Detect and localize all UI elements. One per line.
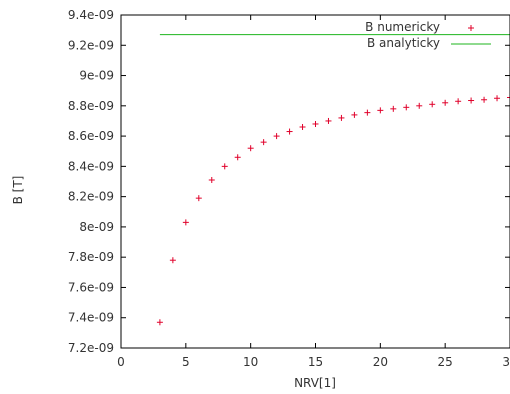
x-axis-label: NRV[1] [294,376,336,390]
x-tick-label: 25 [438,355,453,369]
data-point [208,176,215,183]
y-tick-label: 7.4e-09 [68,311,114,325]
x-tick-label: 30 [502,355,510,369]
data-point [351,111,358,118]
data-point [338,114,345,121]
legend: B numericky B analyticky [365,20,491,50]
data-point [416,102,423,109]
plot-area [156,34,510,326]
data-point [468,97,475,104]
y-axis: 7.2e-09 7.4e-09 7.6e-09 7.8e-09 8e-09 8.2e-09… [68,8,510,355]
data-point [403,104,410,111]
data-point [364,109,371,116]
y-tick-label: 9.2e-09 [68,38,114,52]
y-tick-label: 8.8e-09 [68,99,114,113]
y-tick-label: 8.2e-09 [68,190,114,204]
legend-entry-analyticky: B analyticky [367,36,491,50]
legend-label-analyticky: B analyticky [367,36,440,50]
legend-entry-numericky: B numericky [365,20,474,34]
data-point [221,163,228,170]
y-tick-label: 7.6e-09 [68,280,114,294]
data-point [286,128,293,135]
x-axis: 0 5 10 15 20 25 30 [117,15,510,369]
legend-marker-numericky [468,25,474,31]
x-tick-label: 5 [182,355,190,369]
data-point [312,120,319,127]
x-tick-label: 20 [373,355,388,369]
data-point [429,101,436,108]
y-tick-label: 7.8e-09 [68,250,114,264]
data-point [377,107,384,114]
y-tick-label: 7.2e-09 [68,341,114,355]
y-tick-label: 8.4e-09 [68,159,114,173]
data-point [325,117,332,124]
data-point [390,105,397,112]
data-point [481,96,488,103]
data-point [442,99,449,106]
x-tick-label: 15 [308,355,323,369]
data-point [169,257,176,264]
legend-label-numericky: B numericky [365,20,440,34]
data-point [494,95,501,102]
data-point [260,139,267,146]
data-point [299,124,306,131]
x-tick-label: 0 [117,355,125,369]
data-point [273,133,280,140]
data-point [234,154,241,161]
data-point [182,219,189,226]
y-tick-label: 8.6e-09 [68,129,114,143]
y-tick-label: 9.4e-09 [68,8,114,22]
plot-frame [120,14,510,349]
data-point [195,195,202,202]
legend-plus-marker [468,25,474,31]
y-tick-label: 8e-09 [79,220,114,234]
x-tick-label: 10 [243,355,258,369]
y-tick-label: 9e-09 [79,69,114,83]
y-axis-label: B [T] [11,176,25,205]
data-point [455,98,462,105]
data-point [507,94,510,101]
data-point [247,145,254,152]
data-point [156,319,163,326]
